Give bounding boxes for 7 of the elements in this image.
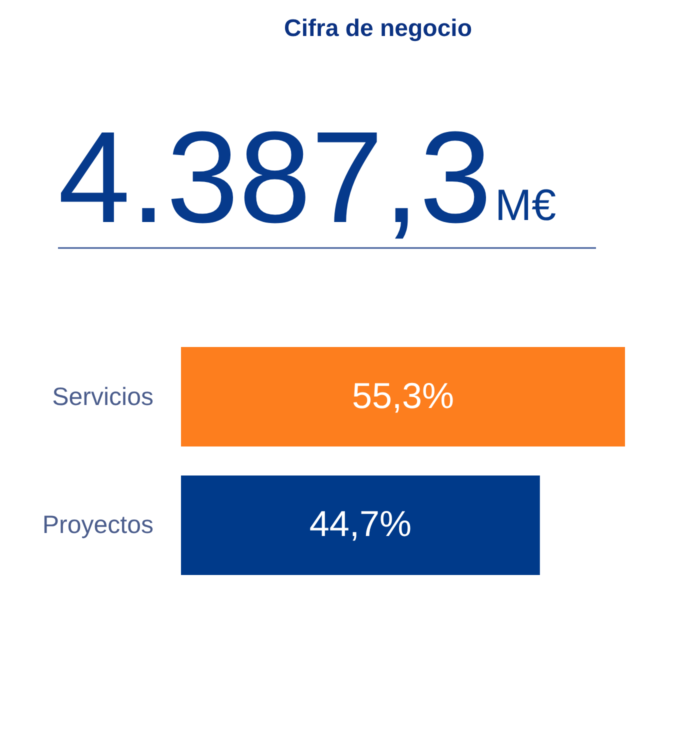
data-label: 44,7% bbox=[309, 503, 412, 544]
data-label: 55,3% bbox=[352, 374, 454, 416]
text: M€ bbox=[495, 181, 556, 230]
text: 4.387,3 bbox=[58, 104, 492, 250]
y-tick-label: Servicios bbox=[52, 382, 154, 411]
y-tick-label: Proyectos bbox=[42, 511, 154, 540]
chart-title: Cifra de negocio bbox=[284, 15, 472, 42]
